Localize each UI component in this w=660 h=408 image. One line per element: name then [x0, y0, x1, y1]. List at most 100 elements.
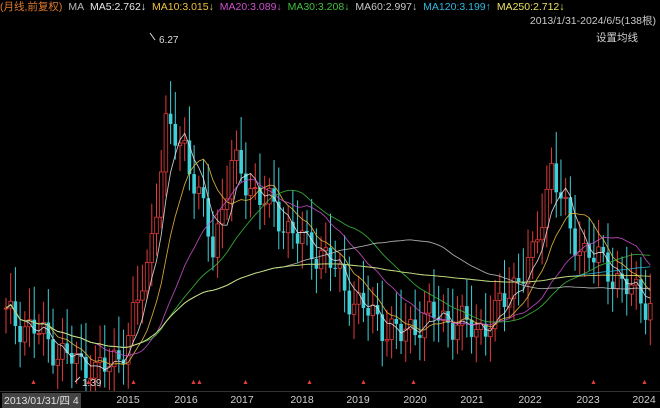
candle-body [601, 246, 606, 253]
candle-body [384, 339, 390, 342]
candle-body [643, 303, 648, 320]
candle-body [403, 328, 408, 342]
candle-body [285, 221, 291, 234]
ma20-label: MA20:3.089↓ [219, 1, 282, 13]
event-marker[interactable]: ▲ [360, 379, 367, 386]
candle-body [224, 198, 230, 210]
candle-body [342, 264, 347, 291]
set-ma-button[interactable]: 设置均线 [596, 32, 638, 44]
year-label-2022: 2022 [518, 394, 542, 406]
candle-body [13, 301, 18, 326]
event-marker[interactable]: ▲ [590, 379, 597, 386]
candle-body [196, 186, 202, 194]
date-range: 2013/1/31-2024/6/5(138根) [529, 15, 656, 27]
candle-body [639, 279, 643, 304]
event-marker[interactable]: ▲ [130, 379, 137, 386]
candle-body [554, 163, 559, 193]
candle-body [502, 293, 507, 308]
year-label-2020: 2020 [403, 394, 427, 406]
candle-body [135, 299, 140, 304]
event-marker[interactable]: ▲ [242, 379, 249, 386]
candle-body [530, 241, 535, 258]
candle-body [253, 187, 258, 189]
event-marker[interactable]: ▲ [410, 379, 417, 386]
candle-body [535, 239, 540, 243]
candle-body [620, 273, 624, 279]
candle-body [93, 361, 98, 379]
candle-body [140, 290, 145, 301]
candle-body [465, 306, 469, 320]
kline-chart[interactable]: 6.27 1.39 ▲ ▲ ▲ ▲ ▲ ▲ ▲ ▲ ▲ ▲ ▲ [0, 0, 660, 391]
ma30-line [5, 189, 651, 348]
year-label-2023: 2023 [576, 394, 600, 406]
candle-body [144, 262, 150, 292]
ma10-label: MA10:3.015↓ [151, 1, 214, 13]
candle-body [168, 113, 173, 124]
candle-body [370, 304, 376, 316]
candle-body [356, 292, 361, 305]
event-marker[interactable]: ▲ [641, 379, 648, 386]
candle-body [469, 319, 474, 337]
candle-body [497, 292, 503, 301]
ma-lines-layer [5, 132, 651, 371]
candle-body [154, 216, 159, 235]
event-marker[interactable]: ▲ [306, 379, 313, 386]
year-label-2015: 2015 [116, 394, 140, 406]
event-marker[interactable]: ▲ [30, 379, 37, 386]
candle-body [248, 188, 253, 196]
candle-body [351, 303, 357, 315]
candle-body [394, 318, 399, 324]
event-marker[interactable]: ▲ [85, 379, 92, 386]
candle-body [333, 267, 338, 269]
candle-body [60, 342, 65, 360]
candle-body [596, 246, 601, 263]
min-label: 1.39 [82, 378, 102, 389]
candle-body [366, 308, 370, 316]
candle-body [592, 257, 596, 263]
candle-body [629, 284, 634, 295]
candle-body [606, 252, 610, 282]
candle-body [229, 160, 234, 200]
candle-body [361, 292, 366, 309]
candle-body [563, 196, 568, 199]
candle-body [474, 329, 479, 338]
ma5-label: MA5:2.762↓ [90, 1, 147, 13]
candle-body [568, 197, 573, 229]
candle-body [648, 303, 653, 321]
candle-body [314, 258, 319, 269]
candle-body [130, 302, 136, 337]
candle-body [615, 273, 620, 290]
candle-body [389, 318, 394, 340]
candle-body [624, 278, 629, 295]
candle-body [427, 301, 432, 314]
candle-body [309, 232, 314, 259]
candle-body [432, 301, 436, 318]
year-label-2019: 2019 [346, 394, 370, 406]
candle-body [521, 282, 526, 284]
candle-body [337, 264, 343, 269]
ma5-line [5, 132, 651, 371]
ma10-line [5, 158, 651, 365]
event-marker[interactable]: ▲ [196, 379, 203, 386]
event-markers: ▲ ▲ ▲ ▲ ▲ ▲ ▲ ▲ ▲ ▲ ▲ [30, 379, 648, 386]
candle-body [300, 230, 305, 245]
year-label-2016: 2016 [174, 394, 198, 406]
ma30-label: MA30:3.208↓ [287, 1, 350, 13]
candle-body [84, 356, 88, 379]
candle-body [582, 242, 587, 253]
candle-body [281, 231, 286, 233]
candle-body [163, 113, 169, 173]
event-marker[interactable]: ▲ [190, 379, 197, 386]
candle-body [88, 377, 93, 380]
candle-body [97, 357, 103, 363]
candle-body [220, 209, 225, 225]
candle-body [544, 188, 550, 229]
candle-body [276, 201, 281, 232]
candle-body [117, 350, 121, 360]
candle-body [305, 230, 309, 233]
candle-body [201, 187, 206, 199]
year-label-2017: 2017 [230, 394, 254, 406]
candle-body [587, 243, 591, 258]
ma20-line [5, 178, 651, 357]
start-date-label: 2013/01/31/四 4 [2, 393, 81, 408]
